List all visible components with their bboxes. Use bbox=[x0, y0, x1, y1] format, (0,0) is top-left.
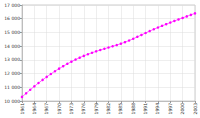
svg-text:1976: 1976 bbox=[81, 103, 86, 115]
svg-text:1997: 1997 bbox=[168, 103, 173, 115]
svg-text:14 000: 14 000 bbox=[4, 44, 20, 49]
svg-text:10 000: 10 000 bbox=[4, 99, 20, 104]
svg-text:1967: 1967 bbox=[44, 103, 49, 115]
svg-text:2000: 2000 bbox=[180, 103, 185, 115]
svg-text:13 000: 13 000 bbox=[4, 57, 20, 62]
svg-text:1988: 1988 bbox=[131, 103, 136, 115]
svg-text:11 000: 11 000 bbox=[4, 85, 20, 90]
svg-text:1994: 1994 bbox=[155, 103, 160, 115]
svg-text:1979: 1979 bbox=[94, 103, 99, 115]
svg-text:1982: 1982 bbox=[106, 103, 111, 115]
svg-text:16 000: 16 000 bbox=[4, 16, 20, 21]
svg-text:17 000: 17 000 bbox=[4, 3, 20, 8]
svg-text:1961: 1961 bbox=[20, 103, 25, 115]
svg-text:1973: 1973 bbox=[69, 103, 74, 115]
svg-text:1964: 1964 bbox=[32, 103, 37, 115]
svg-text:15 000: 15 000 bbox=[4, 30, 20, 35]
svg-text:1970: 1970 bbox=[57, 103, 62, 115]
svg-text:2003: 2003 bbox=[193, 103, 198, 115]
svg-text:1985: 1985 bbox=[118, 103, 123, 115]
svg-text:12 000: 12 000 bbox=[4, 71, 20, 76]
svg-text:1991: 1991 bbox=[143, 103, 148, 115]
